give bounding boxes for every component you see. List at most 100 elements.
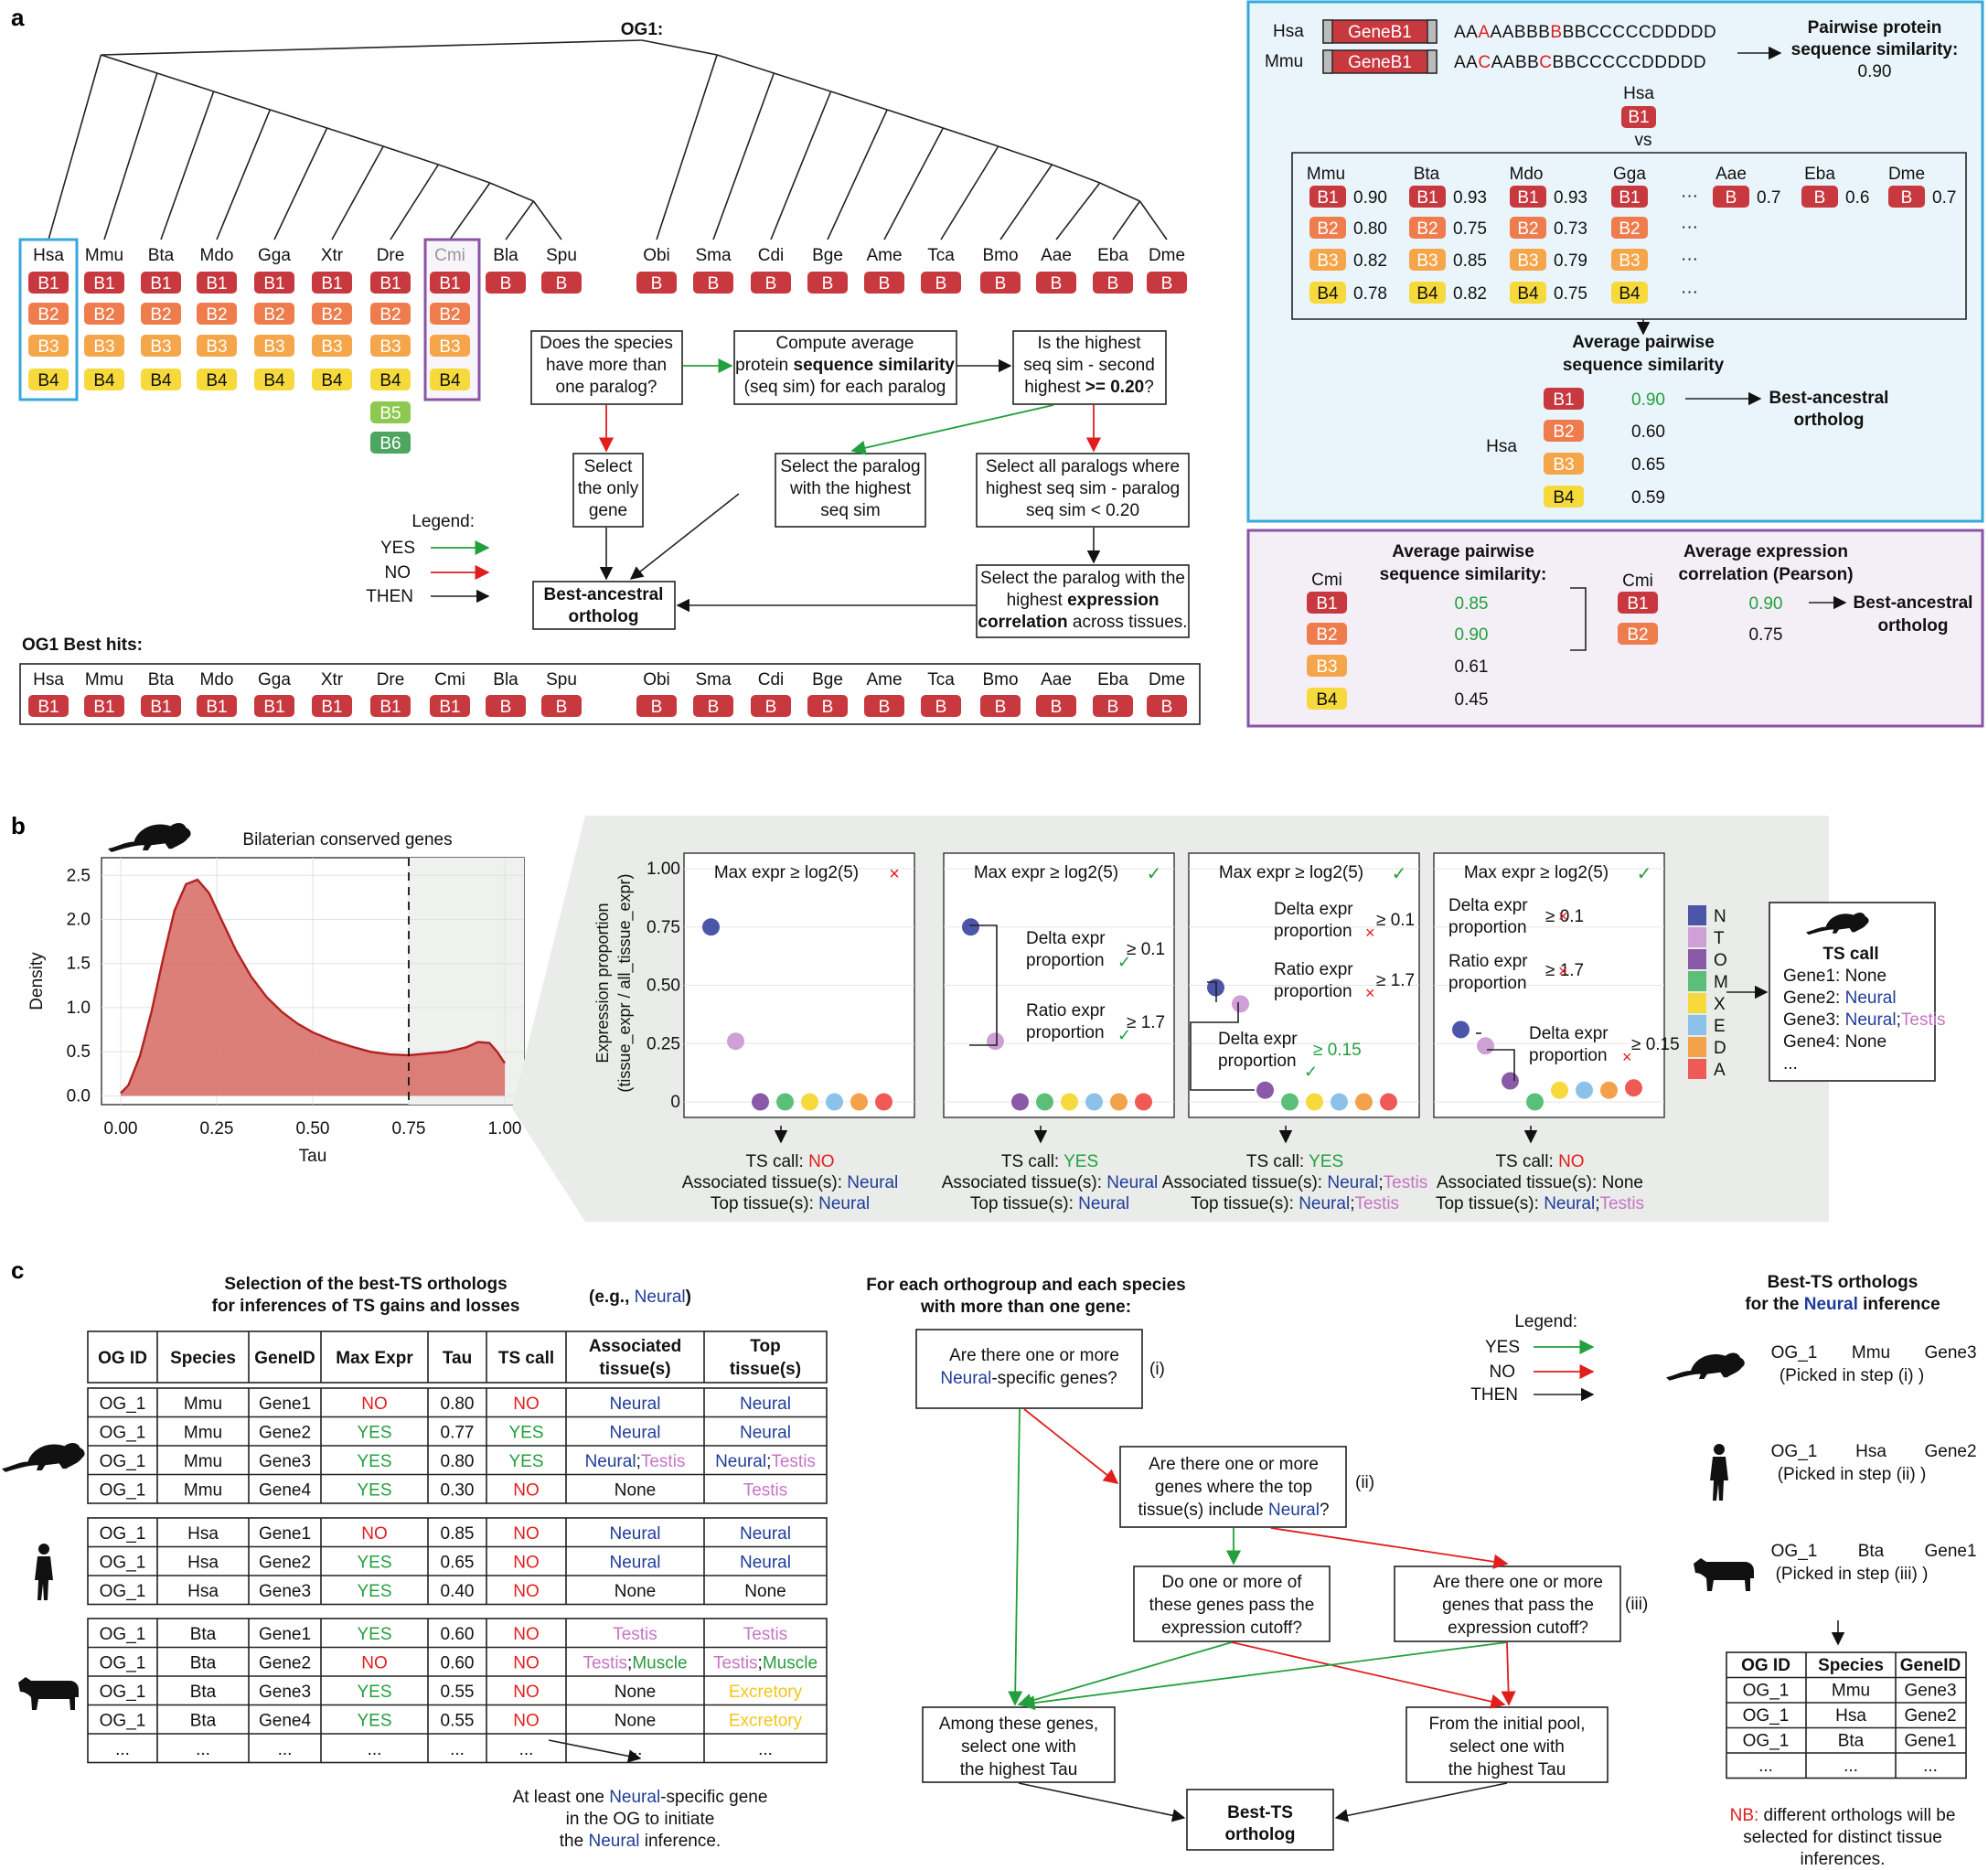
tree-branch [883, 127, 945, 240]
tree-branch [1055, 182, 1101, 240]
f4-line2: genes that pass the [1442, 1596, 1594, 1615]
dot-ylabel-2: (tissue_expr / all_tissue_expr) [615, 873, 635, 1092]
pairwise-value: 0.90 [1858, 62, 1892, 81]
pick-gene: Gene1 [1924, 1542, 1976, 1561]
cmp-val-mdo-3: 0.75 [1554, 284, 1587, 304]
cmp-pill-gga-1: B2 [1611, 217, 1648, 239]
expression-proportion-panels: 0 0.25 0.50 0.75 1.00 Expression proportion (t… [593, 852, 1728, 1213]
table-cell: 0.60 [441, 1625, 475, 1644]
compare-bracket-top [1291, 152, 1967, 161]
purple-expr-title-1: Average expression [1683, 542, 1848, 561]
table-cell: OG_1 [100, 1653, 146, 1672]
pill-b1-mmu: B1 [84, 272, 124, 294]
pill-b2-hsa: B2 [28, 303, 69, 325]
tissue-dot-t [987, 1032, 1004, 1051]
purple-expr-pill-1: B2 [1618, 623, 1658, 645]
tissue-swatch-x [1688, 993, 1706, 1013]
best-hits-box [19, 663, 1201, 725]
pill-b4-bta: B4 [141, 369, 181, 390]
svg-text:B2: B2 [1553, 422, 1574, 442]
svg-text:B: B [1161, 274, 1173, 294]
cmp-pill-gga-0: B1 [1611, 186, 1648, 208]
tree-branch [101, 54, 158, 74]
blue-best-2: ortholog [1793, 411, 1864, 430]
assoc-label: Associated tissue(s): Neural;Testis [1162, 1173, 1427, 1192]
cmp-pill-mmu-2: B3 [1309, 249, 1346, 271]
assoc-label: Associated tissue(s): None [1437, 1173, 1643, 1192]
ts-gene3: Gene3: Neural;Testis [1783, 1010, 1945, 1030]
purple-pill-3: B4 [1307, 688, 1347, 710]
tissue-cell: None [615, 1711, 656, 1730]
f6-line3: the highest Tau [1448, 1760, 1566, 1779]
x-tick: 1.00 [488, 1119, 522, 1138]
purple-sim-2: 0.61 [1455, 657, 1489, 677]
f6-line1: From the initial pool, [1428, 1715, 1585, 1734]
svg-text:B: B [1161, 698, 1173, 717]
c-eg: (e.g., Neural) [589, 1288, 691, 1307]
legend-c-no: NO [1490, 1362, 1516, 1382]
gene-b1-mmu-cap [1322, 49, 1333, 74]
tree-branch [331, 145, 384, 240]
svg-text:B: B [995, 698, 1007, 717]
cmp-ellipsis-3: ··· [1681, 283, 1698, 302]
tree-branch [1138, 200, 1168, 240]
best-ancestral-box [532, 581, 676, 630]
svg-text:B4: B4 [263, 371, 285, 390]
bracket-2 [969, 924, 998, 1046]
besthit-pill-bmo: B [980, 695, 1021, 717]
pill-b-cdi: B [751, 272, 791, 294]
svg-text:B3: B3 [206, 337, 227, 357]
flow-c-step1 [915, 1329, 1143, 1409]
purple-sim-title-2: sequence similarity: [1380, 565, 1547, 584]
species-bta: Bta [148, 246, 175, 265]
f4-line3: expression cutoff? [1448, 1619, 1588, 1638]
gene-b1-hsa-cap [1322, 19, 1333, 44]
pill-b1-dre: B1 [370, 272, 411, 294]
svg-text:B2: B2 [37, 305, 59, 325]
cmp-val-mmu-0: 0.90 [1353, 188, 1387, 208]
tree-branch [390, 164, 440, 240]
table-cell: OG_1 [100, 1480, 146, 1500]
cmp-species-aae: Aae [1715, 165, 1747, 184]
tissue-swatch-m [1688, 971, 1706, 991]
tissue-dot-n [962, 918, 979, 936]
tree-branch [505, 200, 535, 240]
table-cell: Gene1 [259, 1394, 311, 1414]
x-tick: 0.25 [200, 1119, 234, 1138]
species-sma: Sma [695, 246, 732, 265]
small-cell: ... [1844, 1757, 1858, 1776]
svg-text:B: B [556, 274, 568, 294]
f5-line2: select one with [961, 1737, 1076, 1757]
sa-line3: seq sim < 0.20 [1026, 501, 1139, 520]
dot-y-tick: 0.75 [647, 918, 680, 937]
cmp-val-bta-0: 0.93 [1453, 188, 1487, 208]
table-cell: Bta [190, 1683, 217, 1702]
assoc-label: Associated tissue(s): Neural [682, 1173, 899, 1192]
tissue-cell: Neural;Testis [585, 1452, 686, 1471]
tissue-cell: Testis [743, 1480, 788, 1500]
species-dre: Dre [377, 246, 405, 265]
svg-text:B: B [1107, 698, 1119, 717]
tree-branch [827, 109, 888, 240]
small-th: OG ID [1741, 1656, 1790, 1675]
f2-line3: tissue(s) include Neural? [1138, 1501, 1329, 1520]
species-obi: Obi [643, 246, 670, 265]
pill-b2-bta: B2 [141, 303, 181, 325]
pill-b4-mmu: B4 [84, 369, 124, 390]
table-cell: Gene4 [259, 1480, 311, 1500]
purple-sim-1: 0.90 [1455, 625, 1489, 645]
besthit-species-gga: Gga [258, 670, 291, 689]
q3-line3: highest >= 0.20? [1024, 378, 1154, 397]
f3-line3: expression cutoff? [1161, 1619, 1302, 1638]
svg-text:B: B [822, 274, 834, 294]
c-arrow-no-3 [1231, 1641, 1506, 1709]
ts-call-label: TS call: YES [1246, 1152, 1343, 1171]
cmp-ellipsis-0: ··· [1681, 187, 1698, 206]
ts-call-label: TS call: YES [1001, 1152, 1098, 1171]
f6-line2: select one with [1449, 1737, 1565, 1757]
small-cell: OG_1 [1743, 1706, 1790, 1726]
svg-text:B: B [935, 698, 947, 717]
th-0: OG ID [98, 1349, 147, 1368]
table-cell: 0.80 [441, 1394, 475, 1414]
tissue-legend-m: M [1714, 973, 1728, 992]
